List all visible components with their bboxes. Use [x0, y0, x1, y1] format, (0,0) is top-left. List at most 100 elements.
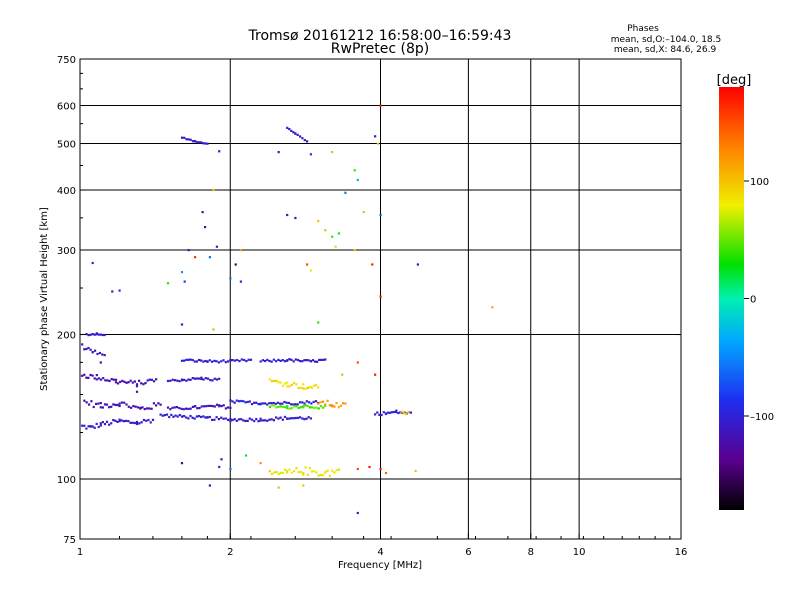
echo-point — [234, 263, 237, 266]
echo-point — [374, 135, 377, 138]
echo-point — [180, 462, 184, 465]
echo-point — [261, 402, 264, 405]
echo-point — [180, 136, 184, 139]
echo-point — [288, 417, 291, 420]
echo-point — [240, 399, 243, 403]
echo-point — [196, 141, 199, 144]
echo-point — [159, 403, 162, 406]
echo-point — [335, 469, 338, 472]
echo-point — [209, 404, 212, 407]
echo-point — [324, 358, 327, 361]
echo-point — [334, 245, 337, 248]
echo-point — [125, 419, 128, 422]
echo-point — [231, 400, 234, 403]
echo-point — [376, 142, 379, 145]
echo-point — [83, 373, 86, 376]
echo-point — [94, 349, 97, 352]
echo-point — [103, 354, 106, 357]
echo-point — [313, 360, 317, 363]
echo-point — [204, 142, 207, 145]
echo-point — [317, 407, 320, 410]
echo-point — [206, 416, 209, 419]
echo-point — [409, 411, 412, 414]
echo-point — [270, 360, 273, 363]
echo-point — [268, 359, 271, 363]
echo-point — [324, 403, 327, 406]
echo-point — [268, 378, 271, 381]
echo-point — [208, 415, 211, 419]
echo-point — [306, 386, 309, 389]
echo-point — [353, 169, 356, 172]
echo-point — [298, 401, 302, 404]
echo-point — [183, 136, 186, 139]
echo-point — [277, 472, 280, 475]
echo-point — [159, 413, 162, 416]
echo-point — [288, 358, 291, 361]
echo-point — [246, 419, 249, 422]
echo-point — [144, 382, 147, 385]
echo-point — [138, 422, 141, 425]
echo-point — [286, 126, 289, 129]
echo-point — [155, 378, 158, 381]
echo-point — [174, 414, 177, 417]
echo-point — [395, 411, 398, 414]
echo-point — [229, 406, 232, 409]
echo-point — [200, 376, 203, 379]
echo-point — [140, 382, 143, 385]
echo-point — [263, 402, 267, 405]
echo-point — [166, 379, 170, 383]
echo-point — [227, 406, 230, 409]
echo-point — [416, 263, 419, 266]
echo-point — [148, 407, 151, 410]
echo-point — [112, 419, 115, 422]
echo-point — [91, 374, 94, 377]
echo-point — [353, 249, 356, 252]
echo-point — [85, 401, 88, 404]
echo-point — [319, 401, 322, 404]
echo-point — [99, 378, 103, 381]
colorbar-tick-label: 100 — [750, 177, 769, 188]
echo-point — [303, 418, 306, 421]
echo-point — [185, 407, 188, 410]
echo-point — [187, 138, 190, 141]
echo-point — [272, 419, 275, 422]
echo-point — [268, 402, 271, 405]
echo-point — [185, 358, 188, 361]
y-tick-label: 500 — [57, 140, 76, 151]
echo-point — [116, 420, 119, 423]
echo-point — [193, 377, 196, 380]
echo-point — [207, 404, 210, 407]
echo-point — [235, 399, 238, 402]
echo-point — [169, 408, 172, 411]
echo-point — [87, 425, 90, 428]
echo-point — [202, 415, 205, 418]
echo-point — [112, 378, 115, 381]
echo-point — [374, 413, 377, 416]
echo-point — [305, 400, 308, 403]
echo-point — [142, 383, 145, 386]
echo-point — [229, 399, 232, 402]
echo-point — [270, 472, 274, 476]
echo-point — [306, 404, 309, 407]
echo-point — [99, 402, 102, 405]
echo-point — [207, 377, 210, 380]
echo-point — [89, 425, 92, 428]
echo-point — [270, 404, 274, 407]
echo-point — [218, 405, 221, 408]
echo-point — [191, 405, 194, 408]
echo-point — [178, 380, 181, 383]
echo-point — [198, 141, 201, 144]
echo-point — [204, 377, 207, 380]
echo-point — [116, 403, 119, 407]
echo-point — [227, 418, 230, 421]
echo-point — [148, 378, 151, 381]
echo-point — [324, 470, 327, 474]
echo-point — [240, 358, 243, 361]
echo-point — [294, 416, 297, 420]
echo-point — [274, 402, 277, 405]
echo-point — [259, 419, 262, 422]
echo-point — [249, 358, 253, 361]
echo-point — [209, 379, 212, 382]
echo-point — [151, 418, 155, 421]
echo-point — [284, 406, 287, 409]
